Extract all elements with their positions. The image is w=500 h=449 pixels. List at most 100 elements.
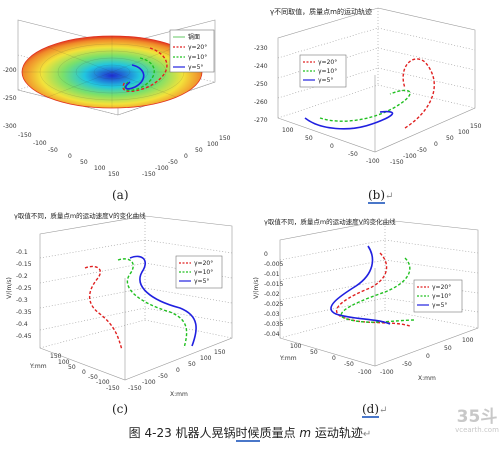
legend-b-item-0: γ=20° — [318, 59, 337, 66]
legend-a-item-3: γ=5° — [188, 64, 203, 71]
legend-b-item-2: γ=5° — [318, 77, 333, 84]
traj-b-g5 — [304, 110, 394, 130]
a-ytick-5: 100 — [207, 141, 219, 148]
d-ztick-2: -0.01 — [264, 271, 280, 278]
c-xtick-5: 100 — [200, 355, 212, 362]
c-xtick-2: -50 — [158, 373, 168, 380]
chart-c: γ取值不同，质量点m的运动速度V的变化曲线 γ=20° γ=10° γ=5° V… — [6, 211, 233, 398]
c-ztick-7: -0.45 — [16, 333, 32, 340]
a-xtick-5: 100 — [94, 165, 106, 172]
c-ytick-4: -50 — [88, 374, 98, 381]
watermark-logo: 35斗 vcearth.com — [455, 408, 499, 434]
c-xlabel: X:mm — [170, 391, 188, 398]
legend-b-item-1: γ=10° — [318, 68, 337, 75]
legend-a-item-0: 锅面 — [188, 33, 200, 41]
legend-d: γ=20° γ=10° γ=5° — [413, 279, 463, 313]
d-xtick-3: 50 — [444, 345, 452, 352]
traj-c-g20 — [84, 265, 123, 351]
d-ylabel: Y:mm — [279, 355, 297, 362]
watermark-big: 35斗 — [456, 407, 498, 427]
c-ztick-6: -0.4 — [16, 321, 28, 328]
b-title: γ不同取值，质量点m的运动轨迹 — [270, 7, 372, 16]
axes-box-b — [277, 7, 476, 153]
a-ytick-6: 150 — [219, 135, 231, 142]
d-xtick-2: 0 — [426, 353, 430, 360]
c-ztick-0: -0.1 — [16, 249, 28, 256]
b-xtick-1: 50 — [305, 135, 313, 142]
label-b-text: (b) — [368, 188, 386, 204]
c-xtick-0: -150 — [128, 385, 142, 392]
d-xtick-4: 100 — [462, 337, 474, 344]
d-xtick-0: -100 — [380, 369, 394, 376]
c-xtick-1: -100 — [142, 379, 156, 386]
a-ytick-1: -100 — [155, 165, 169, 172]
chart-a: 锅面 γ=20° γ=10° γ=5° -200 -250 -300 -150 … — [3, 19, 231, 178]
label-b: (b)↵ — [368, 188, 393, 204]
a-xtick-3: 0 — [68, 153, 72, 160]
label-d: (d)↵ — [362, 402, 388, 418]
traj-c-g10 — [117, 258, 188, 349]
d-zlabel: V/(m/s) — [253, 277, 260, 299]
a-ytick-4: 50 — [195, 147, 203, 154]
d-ytick-4: -100 — [358, 369, 372, 376]
b-ytick-1: -100 — [403, 153, 417, 160]
c-ztick-2: -0.2 — [16, 273, 28, 280]
b-ytick-3: 0 — [434, 141, 438, 148]
c-ytick-5: -100 — [96, 379, 110, 386]
c-xtick-4: 50 — [188, 361, 196, 368]
legend-d-item-1: γ=10° — [432, 293, 451, 300]
a-ztick-2: -300 — [3, 123, 17, 130]
traj-b-g20 — [402, 58, 435, 129]
caption-suffix: 运动轨迹 — [311, 426, 363, 440]
d-ztick-7: -0.035 — [264, 321, 284, 328]
d-ztick-1: -0.005 — [264, 261, 284, 268]
a-ytick-0: -150 — [142, 171, 156, 178]
d-title: γ取值不同，质量点m的运动速度V的变化曲线 — [264, 217, 396, 226]
a-xtick-1: -100 — [33, 140, 47, 147]
a-ytick-2: -50 — [168, 159, 178, 166]
figure-caption: 图 4-23 机器人晃锅时候质量点 m 运动轨迹↵ — [0, 424, 500, 442]
b-ytick-0: -150 — [390, 159, 404, 166]
c-ytick-3: 0 — [82, 369, 86, 376]
traj-c-g5 — [129, 255, 197, 347]
c-ytick-2: 50 — [68, 364, 76, 371]
d-ytick-0: 100 — [290, 343, 302, 350]
c-ytick-6: -150 — [106, 385, 120, 392]
b-xtick-0: 100 — [282, 127, 294, 134]
d-xlabel: X:mm — [418, 375, 436, 382]
legend-a-item-1: γ=20° — [188, 44, 207, 51]
traj-d-g10 — [340, 257, 416, 323]
c-ztick-1: -0.15 — [16, 261, 32, 268]
caption-underlined: 时候 — [235, 426, 260, 442]
a-xtick-2: -50 — [48, 147, 58, 154]
c-zlabel: V/(m/s) — [6, 277, 13, 299]
c-ylabel: Y:mm — [29, 363, 47, 370]
chart-d: γ取值不同，质量点m的运动速度V的变化曲线 γ=20° γ=10° γ=5° V… — [253, 217, 479, 382]
a-ztick-1: -250 — [3, 95, 17, 102]
a-xtick-6: 150 — [108, 171, 120, 178]
c-ytick-0: 150 — [50, 353, 62, 360]
a-ztick-0: -200 — [3, 67, 17, 74]
b-ztick-1: -240 — [254, 63, 268, 70]
b-ztick-0: -230 — [254, 45, 268, 52]
b-ytick-6: 150 — [470, 123, 482, 130]
b-ytick-4: 50 — [446, 135, 454, 142]
c-ytick-1: 100 — [58, 359, 70, 366]
c-ztick-3: -0.25 — [16, 285, 32, 292]
label-d-return: ↵ — [379, 405, 388, 416]
a-xtick-4: 50 — [80, 159, 88, 166]
d-ytick-3: -50 — [344, 361, 354, 368]
caption-middle: 质量点 — [259, 426, 300, 440]
b-xtick-4: -100 — [366, 158, 380, 165]
c-xtick-3: 0 — [176, 367, 180, 374]
caption-return: ↵ — [362, 429, 372, 440]
a-ytick-3: 0 — [184, 153, 188, 160]
label-c: (c) — [112, 402, 129, 416]
d-ytick-1: 50 — [310, 349, 318, 356]
d-xtick-1: -50 — [402, 361, 412, 368]
b-xtick-2: 0 — [330, 143, 334, 150]
label-a: (a) — [112, 188, 129, 202]
traj-a-g5 — [124, 64, 145, 90]
d-ztick-3: -0.015 — [264, 281, 284, 288]
legend-c-item-2: γ=5° — [194, 278, 209, 285]
